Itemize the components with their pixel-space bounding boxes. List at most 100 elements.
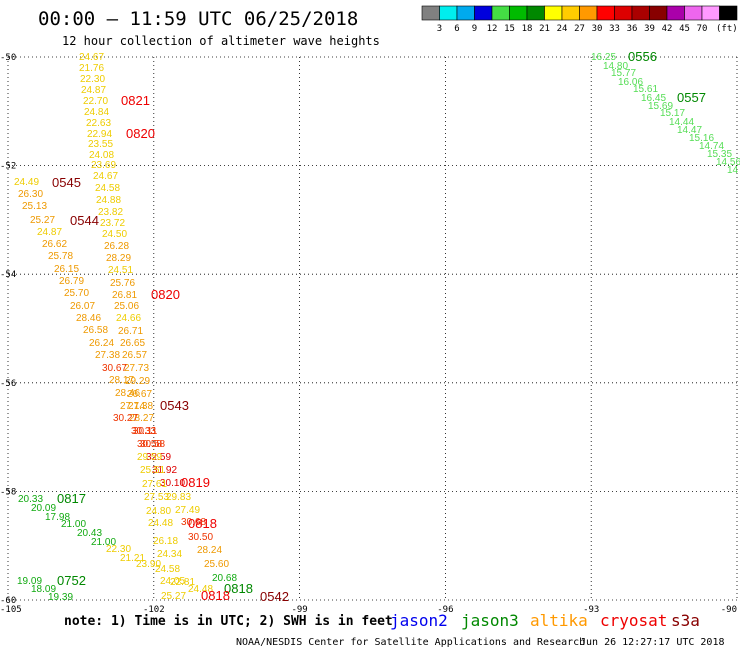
- wave-height-label: 14.74: [699, 141, 724, 152]
- wave-height-label: 22.63: [86, 118, 111, 129]
- wave-height-label: 29.59: [137, 452, 162, 463]
- wave-height-label: 25.76: [110, 278, 135, 289]
- wave-height-label: 14: [727, 165, 739, 176]
- wave-height-label: 16.25: [591, 52, 616, 63]
- wave-height-label: 22.30: [80, 74, 105, 85]
- wave-height-label: 15.69: [648, 101, 673, 112]
- pass-time-label: 0752: [57, 573, 86, 588]
- wave-height-label: 26.62: [42, 239, 67, 250]
- wave-height-label: 24.48: [188, 584, 213, 595]
- legend-satellite-cryosat: cryosat: [600, 611, 667, 630]
- latitude-tick-label: -52: [0, 162, 16, 172]
- wave-height-label: 32.59: [146, 452, 171, 463]
- wave-height-label: 20.09: [31, 503, 56, 514]
- color-swatch: [719, 5, 738, 21]
- wave-height-label: 23.72: [100, 218, 125, 229]
- wave-height-label: 30.33: [131, 426, 156, 437]
- wave-height-label: 28.29: [106, 253, 131, 264]
- pass-time-label: 0543: [160, 398, 189, 413]
- wave-height-label: 23.55: [88, 139, 113, 150]
- wave-height-label: 26.07: [70, 301, 95, 312]
- wave-height-label: 30.58: [137, 439, 162, 450]
- pass-time-label: 0557: [677, 90, 706, 105]
- color-swatch: [684, 5, 703, 21]
- wave-height-label: 19.09: [17, 576, 42, 587]
- wave-height-label: 15.17: [660, 108, 685, 119]
- footer-credit: NOAA/NESDIS Center for Satellite Applica…: [236, 637, 585, 648]
- wave-height-label: 31.92: [152, 465, 177, 476]
- wave-height-label: 26.24: [89, 338, 114, 349]
- pass-time-label: 0818: [224, 581, 253, 596]
- wave-height-label: 14.56: [716, 157, 740, 168]
- wave-height-label: 18.09: [31, 584, 56, 595]
- color-scale-tick-label: 39: [644, 24, 655, 34]
- color-swatch: [596, 5, 615, 21]
- page-subtitle: 12 hour collection of altimeter wave hei…: [62, 34, 380, 48]
- color-swatch: [474, 5, 493, 21]
- longitude-tick-label: -96: [437, 605, 453, 615]
- wave-height-label: 20.68: [212, 573, 237, 584]
- wave-height-label: 26.58: [83, 325, 108, 336]
- wave-height-label: 26.67: [127, 389, 152, 400]
- wave-height-label: 26.81: [112, 290, 137, 301]
- latitude-tick-label: -58: [0, 487, 16, 497]
- wave-height-label: 28.24: [197, 545, 222, 556]
- wave-height-label: 24.34: [157, 549, 182, 560]
- wave-height-label: 24.67: [79, 52, 104, 63]
- legend-satellite-jason2: jason2: [390, 611, 448, 630]
- wave-height-label: 25.70: [64, 288, 89, 299]
- legend-satellite-jason3: jason3: [461, 611, 519, 630]
- wave-height-label: 26.28: [104, 241, 129, 252]
- color-swatch: [526, 5, 545, 21]
- wave-height-label: 28.17: [109, 375, 134, 386]
- wave-height-label: 30.68: [181, 517, 206, 528]
- wave-height-label: 24.66: [116, 313, 141, 324]
- wave-height-label: 27.53: [144, 492, 169, 503]
- longitude-tick-label: -90: [721, 605, 737, 615]
- wave-height-label: 24.88: [96, 195, 121, 206]
- color-scale-tick-label: 45: [679, 24, 690, 34]
- wave-height-label: 24.87: [37, 227, 62, 238]
- map-grid: [7, 56, 738, 601]
- color-scale-tick-label: 9: [472, 24, 477, 34]
- wave-height-label: 30.67: [102, 363, 127, 374]
- wave-height-label: 22.81: [170, 577, 195, 588]
- latitude-tick-label: -56: [0, 379, 16, 389]
- legend-note: note: 1) Time is in UTC; 2) SWH is in fe…: [64, 614, 393, 629]
- pass-time-label: 0819: [181, 475, 210, 490]
- wave-height-label: 16.45: [641, 93, 666, 104]
- color-scale-legend: 3 6 9 12 15 18 21 24 27 30 33 36 39 42 45 70 (ft): [421, 5, 738, 34]
- footer-timestamp: Jun 26 12:27:17 UTC 2018: [580, 637, 725, 648]
- wave-height-label: 29.29: [125, 376, 150, 387]
- color-scale-tick-label: 70: [697, 24, 708, 34]
- legend-satellite-s3a: s3a: [671, 611, 700, 630]
- wave-height-label: 30.11: [133, 426, 158, 437]
- color-scale-tick-label: 18: [522, 24, 533, 34]
- wave-height-label: 25.06: [114, 301, 139, 312]
- wave-height-label: 15.77: [611, 68, 636, 79]
- wave-height-label: 15.35: [707, 149, 732, 160]
- wave-height-label: 24.05: [160, 576, 185, 587]
- wave-height-label: 24.80: [146, 506, 171, 517]
- wave-height-label: 21.00: [61, 519, 86, 530]
- wave-height-label: 25.13: [22, 201, 47, 212]
- color-swatch: [491, 5, 510, 21]
- wave-height-label: 15.61: [633, 84, 658, 95]
- color-swatch: [421, 5, 440, 21]
- wave-height-label: 26.57: [122, 350, 147, 361]
- longitude-tick-label: -93: [583, 605, 599, 615]
- wave-height-label: 15.16: [689, 133, 714, 144]
- wave-height-label: 23.90: [136, 559, 161, 570]
- color-scale-tick-label: 33: [609, 24, 620, 34]
- color-swatch: [561, 5, 580, 21]
- color-scale-tick-label: 15: [504, 24, 515, 34]
- wave-height-label: 21.00: [91, 537, 116, 548]
- color-scale-tick-label: 30: [592, 24, 603, 34]
- wave-height-label: 27.49: [175, 505, 200, 516]
- pass-time-label: 0818: [201, 588, 230, 603]
- latitude-tick-label: -50: [0, 53, 16, 63]
- wave-height-label: 25.27: [30, 215, 55, 226]
- wave-height-label: 26.18: [153, 536, 178, 547]
- color-swatch: [509, 5, 528, 21]
- wave-height-label: 27.14: [120, 401, 145, 412]
